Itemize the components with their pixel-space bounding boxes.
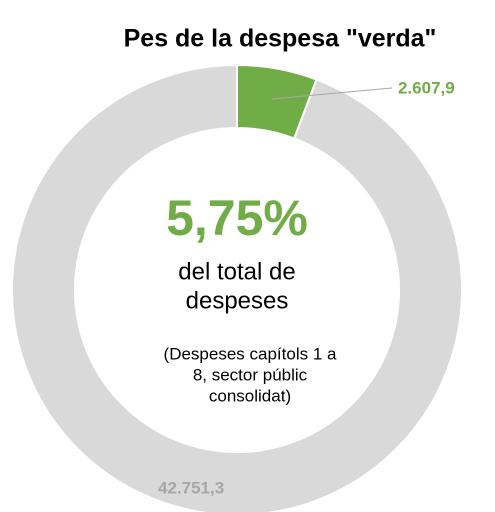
donut bbox=[11, 63, 463, 512]
center-note: (Despeses capítols 1 a bbox=[164, 344, 337, 363]
chart-title: Pes de la despesa "verda" bbox=[124, 25, 437, 53]
donut-slice bbox=[11, 63, 463, 512]
center-text: del total de bbox=[178, 258, 295, 285]
center-note: 8, sector públic bbox=[193, 365, 308, 384]
center-value: 5,75% bbox=[166, 190, 308, 246]
data-label: 42.751,3 bbox=[158, 478, 224, 497]
data-label: 2.607,9 bbox=[398, 78, 455, 97]
leader-line bbox=[271, 87, 393, 100]
center-text: despeses bbox=[186, 287, 289, 314]
center-note: consolidat) bbox=[209, 386, 291, 405]
